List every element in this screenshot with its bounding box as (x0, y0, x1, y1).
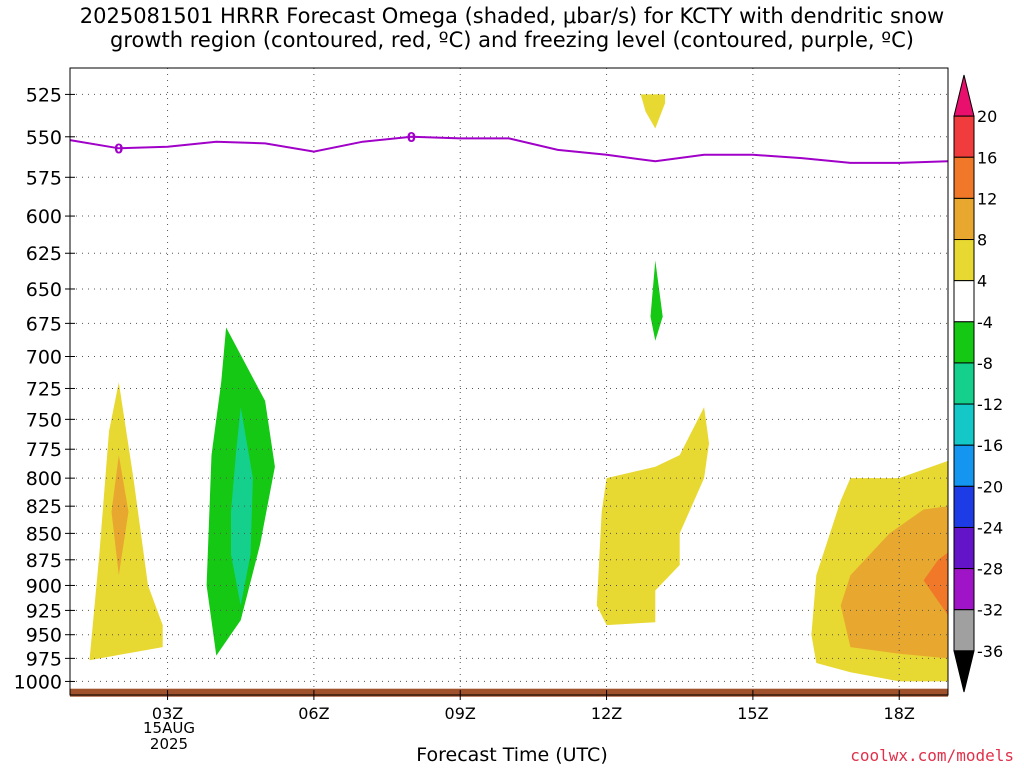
colorbar-label: 20 (977, 107, 997, 126)
x-tick-label: 18Z (884, 704, 915, 723)
y-tick-label: 950 (26, 625, 62, 647)
x-tick-label: 03Z (152, 704, 183, 723)
colorbar-swatch (953, 444, 975, 487)
colorbar-label: -20 (977, 477, 1003, 496)
freezing-level-label: 0 (114, 142, 123, 157)
omega-region-8 (840, 506, 948, 659)
y-tick-label: 650 (26, 279, 62, 301)
y-tick-label: 575 (26, 167, 62, 189)
axes: 525 550 575 600 625 650 675 700 725 750 775 800 825 8… (14, 67, 949, 723)
chart-title: 2025081501 HRRR Forecast Omega (shaded, … (79, 4, 945, 52)
colorbar-swatch (953, 239, 975, 282)
colorbar-label: -4 (977, 313, 993, 332)
omega-region-6 (596, 407, 709, 626)
y-tick-label: 725 (26, 378, 62, 400)
omega-region-3 (231, 407, 253, 606)
plot-frame (69, 67, 949, 696)
colorbar-swatch (953, 609, 975, 652)
y-tick-label: 700 (26, 346, 62, 368)
colorbar-label: -24 (977, 518, 1003, 537)
colorbar-swatch (953, 197, 975, 241)
y-tick-label: 625 (26, 243, 62, 265)
credit-link[interactable]: coolwx.com/models (850, 746, 1014, 765)
y-tick-label: 1000 (14, 671, 62, 693)
omega-region-4 (640, 94, 666, 129)
y-tick-label: 775 (26, 439, 62, 461)
freezing-level-label: 0 (407, 131, 416, 146)
y-tick-label: 550 (26, 127, 62, 149)
y-tick-label: 800 (26, 468, 62, 490)
y-tick-label: 675 (26, 313, 62, 335)
colorbar: 20 16 12 8 4 -4 -8 -12 -16 -20 -24 -28 -32 -36 (953, 74, 1003, 693)
colorbar-swatch (953, 526, 975, 570)
y-tick-label: 525 (26, 84, 62, 106)
x-tick-label: 06Z (298, 704, 329, 723)
date-label: 15AUG 2025 (143, 719, 195, 753)
y-tick-label: 750 (26, 409, 62, 431)
x-axis-label: Forecast Time (UTC) (416, 744, 608, 766)
colorbar-label: -16 (977, 436, 1003, 455)
colorbar-label: -32 (977, 601, 1003, 620)
colorbar-label: 16 (977, 148, 997, 167)
colorbar-label: 8 (977, 231, 987, 250)
omega-region-9 (923, 552, 948, 616)
omega-region-1 (111, 455, 129, 576)
y-tick-label: 825 (26, 496, 62, 518)
colorbar-swatch (953, 156, 975, 199)
colorbar-label: 12 (977, 189, 997, 208)
y-tick-label: 900 (26, 575, 62, 597)
colorbar-label: -36 (977, 642, 1003, 661)
colorbar-swatch (953, 362, 975, 405)
colorbar-swatch (953, 115, 975, 158)
colorbar-cap-bottom (953, 650, 975, 693)
colorbar-swatch (953, 485, 975, 528)
y-tick-label: 850 (26, 523, 62, 545)
y-tick-label: 600 (26, 206, 62, 228)
colorbar-swatch (953, 321, 975, 364)
colorbar-label: -8 (977, 354, 993, 373)
freezing-level-line (69, 135, 949, 164)
omega-regions (70, 94, 948, 697)
x-tick-label: 12Z (591, 704, 622, 723)
x-tick-label: 15Z (737, 704, 768, 723)
colorbar-swatch (953, 403, 975, 446)
colorbar-label: -28 (977, 560, 1003, 579)
y-tick-label: 875 (26, 550, 62, 572)
colorbar-label: -12 (977, 395, 1003, 414)
colorbar-swatch (953, 568, 975, 611)
grid-lines (70, 68, 948, 695)
x-tick-label: 09Z (445, 704, 476, 723)
ground-band (70, 688, 948, 697)
colorbar-cap-top (953, 74, 975, 117)
colorbar-label: 4 (977, 272, 987, 291)
omega-region-5 (650, 260, 663, 341)
y-tick-label: 925 (26, 600, 62, 622)
y-tick-label: 975 (26, 648, 62, 670)
colorbar-swatch (953, 280, 975, 323)
freezing-level: 00 (69, 131, 949, 164)
